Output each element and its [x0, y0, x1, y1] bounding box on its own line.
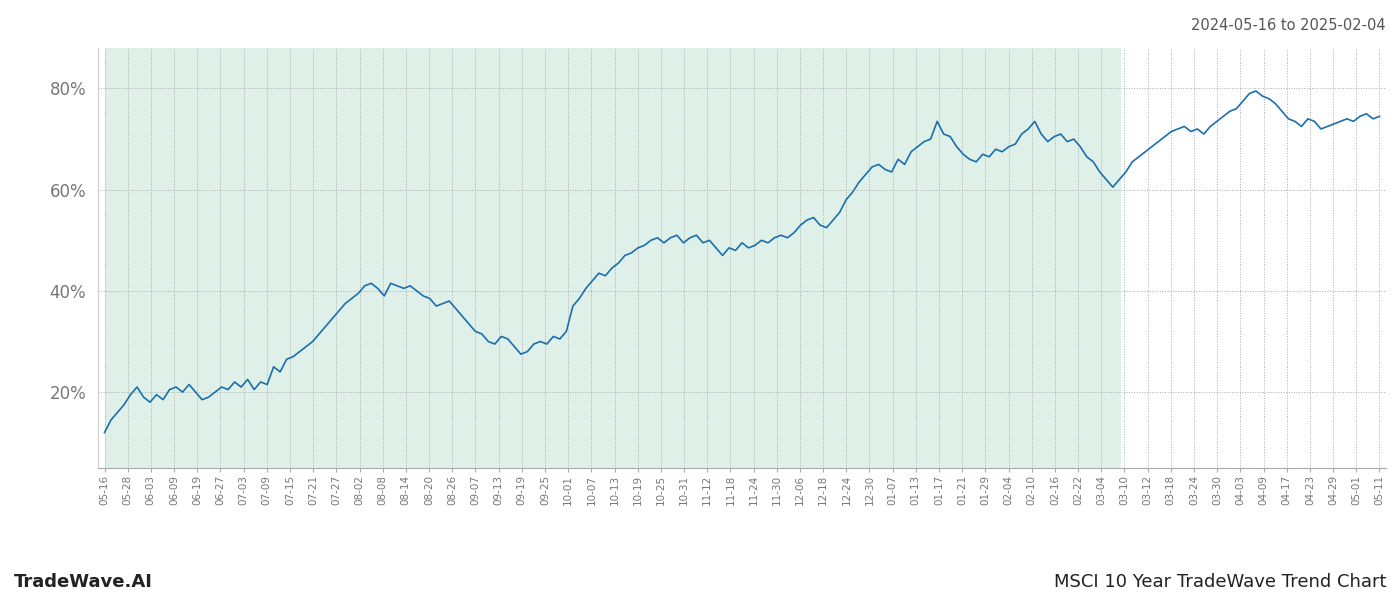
Text: MSCI 10 Year TradeWave Trend Chart: MSCI 10 Year TradeWave Trend Chart [1053, 573, 1386, 591]
Text: TradeWave.AI: TradeWave.AI [14, 573, 153, 591]
Bar [105, 48, 1120, 468]
Text: 2024-05-16 to 2025-02-04: 2024-05-16 to 2025-02-04 [1191, 18, 1386, 33]
